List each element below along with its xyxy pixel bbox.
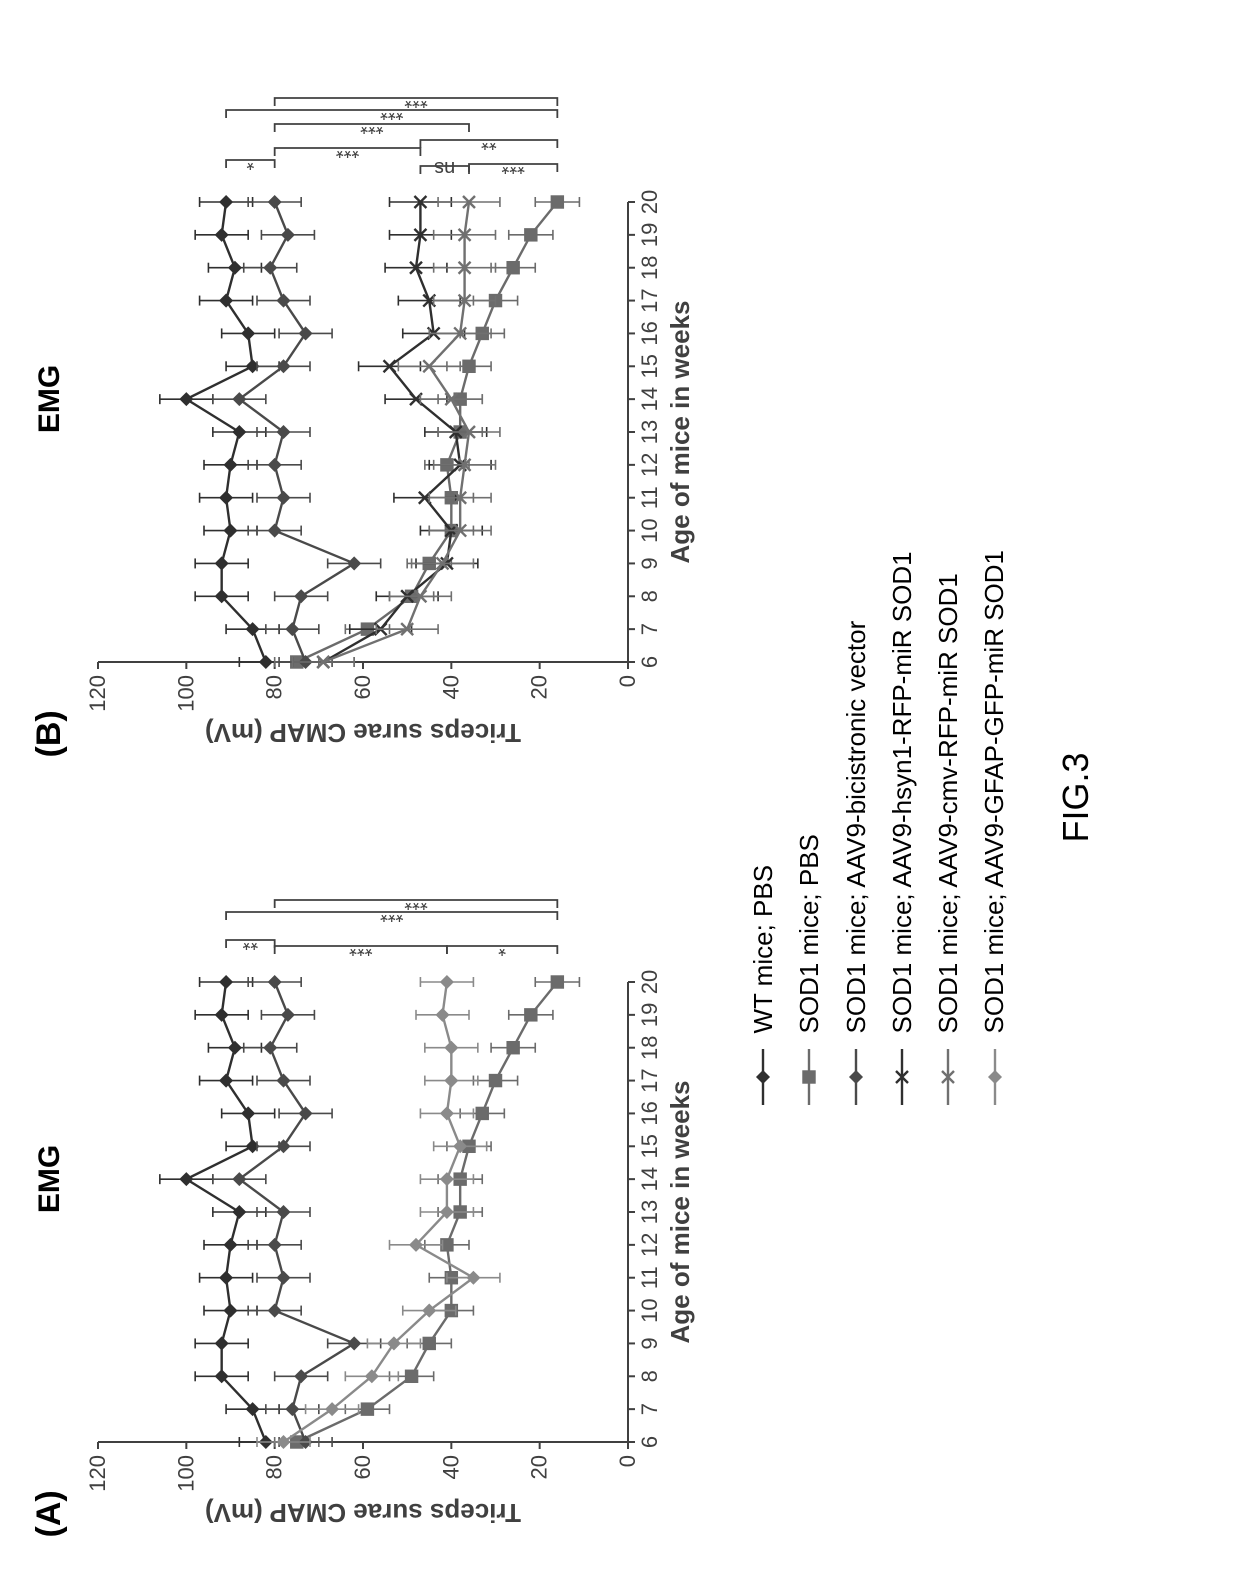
svg-text:19: 19 <box>637 1003 662 1027</box>
svg-text:18: 18 <box>637 1036 662 1060</box>
svg-text:0: 0 <box>615 676 640 688</box>
svg-text:**: ** <box>481 132 497 154</box>
legend: WT mice; PBSSOD1 mice; PBSSOD1 mice; AAV… <box>743 488 1015 1108</box>
svg-text:13: 13 <box>637 1200 662 1224</box>
svg-text:19: 19 <box>637 223 662 247</box>
panel-a: (A) EMG 0 20 40 60 80 100 120 6 7 8 9 10 11 12 13 14 15 1… <box>30 838 713 1538</box>
figure-caption: FIG.3 <box>1055 0 1097 1595</box>
svg-text:7: 7 <box>637 1404 662 1416</box>
chart-a-svg: 0 20 40 60 80 100 120 6 7 8 9 10 11 12 13 14 15 16 17 18 19 2… <box>73 838 713 1538</box>
legend-label: SOD1 mice; AAV9-bicistronic vector <box>836 621 876 1034</box>
panel-b: (B) EMG 0 20 40 60 80 100 120 6 7 8 9 10 11 12 13 14 15 1… <box>30 58 713 758</box>
svg-text:20: 20 <box>637 190 662 214</box>
svg-text:***: *** <box>349 938 373 960</box>
svg-text:40: 40 <box>438 676 463 700</box>
svg-text:60: 60 <box>350 1456 375 1480</box>
svg-text:9: 9 <box>637 1338 662 1350</box>
svg-text:13: 13 <box>637 420 662 444</box>
svg-text:80: 80 <box>262 676 287 700</box>
panel-a-tag: (A) <box>30 1490 69 1537</box>
svg-text:11: 11 <box>637 1267 662 1290</box>
svg-text:Triceps surae CMAP (mV): Triceps surae CMAP (mV) <box>205 1499 521 1529</box>
svg-text:***: *** <box>380 904 404 926</box>
svg-text:ns: ns <box>434 158 455 180</box>
svg-text:***: *** <box>501 156 525 178</box>
legend-item: SOD1 mice; AAV9-GFAP-GFP-miR SOD1 <box>974 488 1014 1108</box>
svg-text:12: 12 <box>637 1233 662 1257</box>
panel-a-chart: 0 20 40 60 80 100 120 6 7 8 9 10 11 12 13 14 15 16 17 18 19 2… <box>73 838 713 1538</box>
svg-text:8: 8 <box>637 1371 662 1383</box>
svg-text:100: 100 <box>173 676 198 713</box>
svg-text:Age of mice in weeks: Age of mice in weeks <box>665 301 695 564</box>
svg-text:***: *** <box>336 140 360 162</box>
panel-b-title: EMG <box>33 118 67 681</box>
svg-text:8: 8 <box>637 591 662 603</box>
svg-text:10: 10 <box>637 519 662 543</box>
svg-text:***: *** <box>404 90 428 112</box>
svg-text:***: *** <box>404 892 428 914</box>
svg-text:100: 100 <box>173 1456 198 1493</box>
svg-text:*: * <box>498 938 506 960</box>
svg-text:120: 120 <box>85 1456 110 1493</box>
svg-text:11: 11 <box>637 487 662 510</box>
svg-text:16: 16 <box>637 322 662 346</box>
svg-text:15: 15 <box>637 355 662 379</box>
svg-text:20: 20 <box>637 970 662 994</box>
panel-row: (A) EMG 02040608010012067891011121314151… <box>0 0 713 1595</box>
svg-text:60: 60 <box>350 676 375 700</box>
svg-text:15: 15 <box>637 1135 662 1159</box>
svg-text:14: 14 <box>637 387 662 411</box>
legend-item: SOD1 mice; AAV9-bicistronic vector <box>836 488 876 1108</box>
svg-text:*: * <box>246 152 254 174</box>
legend-label: SOD1 mice; PBS <box>789 834 829 1033</box>
svg-text:6: 6 <box>637 1436 662 1448</box>
svg-text:14: 14 <box>637 1167 662 1191</box>
svg-text:0: 0 <box>615 1456 640 1468</box>
svg-text:16: 16 <box>637 1102 662 1126</box>
svg-text:12: 12 <box>637 453 662 477</box>
svg-text:7: 7 <box>637 624 662 636</box>
panel-a-title: EMG <box>33 898 67 1461</box>
legend-item: SOD1 mice; AAV9-hsyn1-RFP-miR SOD1 <box>882 488 922 1108</box>
panel-b-chart: 0 20 40 60 80 100 120 6 7 8 9 10 11 12 13 14 15 16 17 18 19 2… <box>73 58 713 758</box>
legend-label: WT mice; PBS <box>743 865 783 1034</box>
svg-text:120: 120 <box>85 676 110 713</box>
svg-text:20: 20 <box>527 1456 552 1480</box>
legend-label: SOD1 mice; AAV9-cmv-RFP-miR SOD1 <box>928 573 968 1033</box>
svg-text:Triceps surae CMAP (mV): Triceps surae CMAP (mV) <box>205 719 521 749</box>
svg-text:17: 17 <box>637 289 662 313</box>
panel-b-tag: (B) <box>30 710 69 757</box>
figure: (A) EMG 02040608010012067891011121314151… <box>0 0 1240 1595</box>
chart-b-svg: 0 20 40 60 80 100 120 6 7 8 9 10 11 12 13 14 15 16 17 18 19 2… <box>73 58 713 758</box>
svg-text:10: 10 <box>637 1299 662 1323</box>
svg-text:Age of mice in weeks: Age of mice in weeks <box>665 1081 695 1344</box>
svg-text:40: 40 <box>438 1456 463 1480</box>
legend-item: SOD1 mice; AAV9-cmv-RFP-miR SOD1 <box>928 488 968 1108</box>
svg-text:***: *** <box>360 116 384 138</box>
legend-item: SOD1 mice; PBS <box>789 488 829 1108</box>
legend-label: SOD1 mice; AAV9-hsyn1-RFP-miR SOD1 <box>882 551 922 1033</box>
svg-text:20: 20 <box>527 676 552 700</box>
svg-text:80: 80 <box>262 1456 287 1480</box>
svg-text:17: 17 <box>637 1069 662 1093</box>
legend-label: SOD1 mice; AAV9-GFAP-GFP-miR SOD1 <box>974 550 1014 1034</box>
svg-text:6: 6 <box>637 656 662 668</box>
legend-item: WT mice; PBS <box>743 488 783 1108</box>
svg-text:18: 18 <box>637 256 662 280</box>
svg-text:**: ** <box>242 932 258 954</box>
svg-text:9: 9 <box>637 558 662 570</box>
